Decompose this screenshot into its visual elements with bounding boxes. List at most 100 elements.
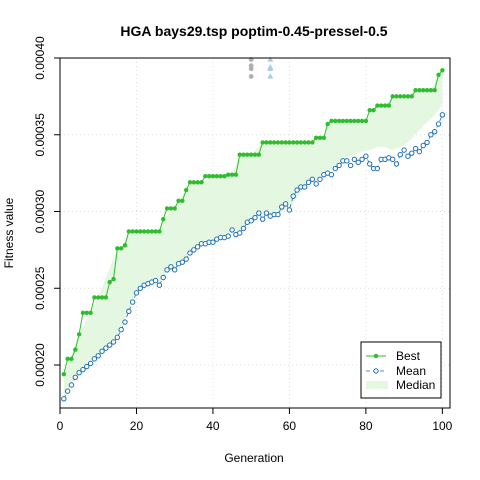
best-point bbox=[210, 174, 216, 179]
mean-point bbox=[359, 156, 365, 163]
y-tick-label: 0.00025 bbox=[33, 266, 47, 310]
median-band bbox=[63, 70, 443, 399]
best-point bbox=[321, 135, 327, 141]
outlier-dot bbox=[248, 74, 254, 79]
best-point bbox=[103, 295, 109, 300]
mean-point bbox=[126, 308, 132, 314]
best-point bbox=[61, 372, 67, 377]
best-point bbox=[248, 152, 254, 157]
best-point bbox=[92, 295, 97, 300]
best-point bbox=[195, 180, 200, 185]
best-point bbox=[413, 88, 418, 93]
best-point bbox=[233, 172, 239, 177]
best-point bbox=[191, 180, 197, 185]
best-point bbox=[218, 174, 223, 179]
mean-point bbox=[225, 233, 231, 239]
best-point bbox=[118, 246, 124, 251]
best-point bbox=[287, 140, 292, 145]
best-point bbox=[336, 118, 342, 124]
mean-point bbox=[187, 250, 193, 256]
best-point bbox=[386, 103, 392, 108]
best-point bbox=[363, 118, 369, 124]
best-point bbox=[268, 140, 273, 145]
best-point bbox=[172, 206, 177, 211]
legend-median-swatch bbox=[366, 381, 388, 389]
mean-point bbox=[191, 247, 197, 253]
mean-point bbox=[412, 145, 419, 152]
best-point bbox=[302, 140, 307, 145]
best-point bbox=[344, 118, 349, 124]
x-tick-label: 0 bbox=[57, 419, 64, 433]
mean-point bbox=[133, 290, 140, 296]
y-axis-label: Fitness value bbox=[2, 197, 16, 268]
outlier-triangle bbox=[267, 64, 274, 70]
mean-point bbox=[256, 210, 262, 216]
y-tick-label: 0.00020 bbox=[33, 343, 47, 387]
mean-point bbox=[313, 181, 319, 187]
mean-point bbox=[282, 201, 289, 207]
best-point bbox=[313, 135, 319, 141]
best-point bbox=[241, 152, 246, 157]
mean-point bbox=[302, 184, 308, 190]
mean-point bbox=[393, 161, 400, 167]
mean-point bbox=[237, 230, 243, 236]
best-point bbox=[340, 118, 346, 124]
best-point bbox=[180, 198, 185, 203]
best-point bbox=[294, 140, 300, 145]
mean-point bbox=[374, 165, 381, 172]
best-point bbox=[398, 94, 403, 99]
mean-point bbox=[129, 299, 136, 305]
mean-point bbox=[110, 339, 117, 345]
best-point bbox=[390, 94, 395, 99]
best-point bbox=[126, 229, 132, 234]
best-point bbox=[187, 180, 193, 185]
mean-point bbox=[363, 153, 369, 159]
best-point bbox=[214, 174, 219, 179]
best-point bbox=[359, 118, 365, 124]
mean-point bbox=[317, 176, 323, 182]
best-point bbox=[76, 332, 82, 337]
legend-best-marker bbox=[373, 353, 379, 359]
mean-point bbox=[107, 342, 113, 348]
outlier-triangle bbox=[267, 73, 274, 79]
mean-point bbox=[76, 369, 82, 376]
mean-point bbox=[439, 112, 446, 118]
mean-point bbox=[229, 227, 235, 233]
best-point bbox=[264, 140, 269, 145]
best-point bbox=[275, 140, 281, 145]
mean-point bbox=[179, 259, 186, 265]
best-point bbox=[69, 356, 74, 362]
best-point bbox=[421, 88, 426, 93]
best-point bbox=[138, 229, 143, 234]
mean-point bbox=[99, 348, 105, 354]
mean-point bbox=[428, 132, 434, 138]
mean-point bbox=[156, 282, 163, 288]
mean-point bbox=[424, 139, 430, 146]
x-tick-label: 100 bbox=[432, 419, 452, 433]
mean-point bbox=[72, 374, 78, 380]
mean-point bbox=[118, 327, 124, 333]
best-point bbox=[149, 229, 154, 234]
best-point bbox=[306, 140, 311, 145]
mean-point bbox=[95, 353, 101, 359]
mean-point bbox=[409, 150, 415, 156]
mean-point bbox=[61, 396, 67, 402]
best-point bbox=[271, 140, 277, 145]
median-band-layer bbox=[63, 70, 443, 399]
mean-point bbox=[332, 165, 338, 172]
mean-point bbox=[259, 216, 266, 222]
best-point bbox=[168, 206, 174, 211]
mean-point bbox=[252, 214, 258, 221]
best-point bbox=[84, 310, 89, 316]
best-point bbox=[73, 347, 78, 352]
x-tick-label: 20 bbox=[130, 419, 144, 433]
mean-point bbox=[122, 319, 128, 325]
mean-series-layer bbox=[61, 112, 446, 402]
mean-point bbox=[84, 363, 90, 370]
best-point bbox=[310, 140, 315, 145]
mean-point bbox=[91, 356, 98, 362]
best-point bbox=[417, 88, 422, 93]
best-point bbox=[440, 68, 445, 73]
mean-point bbox=[172, 267, 178, 273]
